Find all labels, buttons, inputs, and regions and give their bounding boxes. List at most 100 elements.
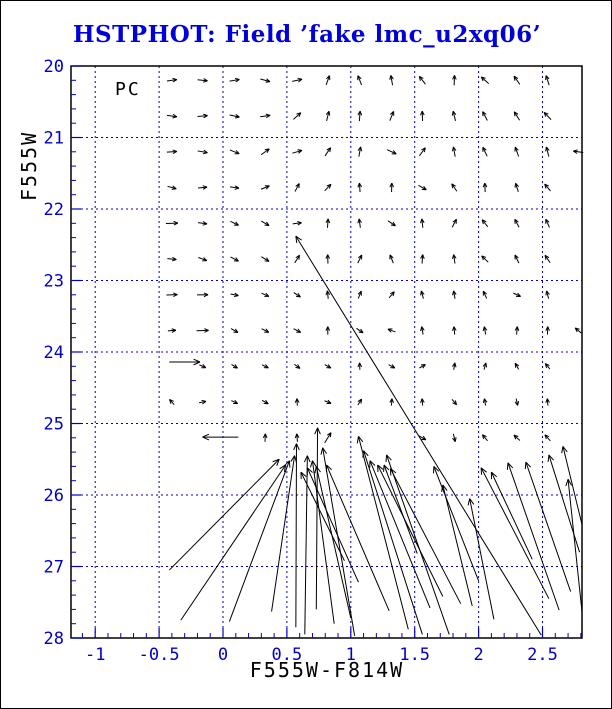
small-arrow-head [392, 150, 397, 155]
small-arrow-head [481, 219, 487, 223]
small-arrow-head [234, 399, 239, 404]
long-arrow-shaft [271, 455, 296, 612]
small-arrow-head [420, 398, 423, 403]
small-arrow-shaft [197, 115, 208, 117]
small-arrow-head [203, 115, 208, 119]
small-arrow-head [389, 182, 393, 188]
small-arrow-head [423, 185, 427, 191]
small-arrow-head [202, 364, 207, 369]
small-arrow-head [172, 151, 178, 155]
small-arrow-shaft [544, 434, 551, 442]
small-arrow-head [172, 113, 178, 118]
small-arrow-shaft [543, 112, 552, 120]
small-arrow-head [234, 116, 240, 119]
small-arrow-head [294, 398, 298, 403]
long-arrow-shaft [567, 479, 583, 614]
small-arrow-head [546, 290, 550, 295]
x-axis-label: F555W-F814W [249, 658, 405, 682]
long-arrow-head [315, 466, 321, 473]
small-arrow-head [421, 398, 425, 403]
long-arrow-head [296, 443, 300, 451]
small-arrow-head [297, 77, 303, 80]
small-arrow-shaft [513, 111, 521, 121]
small-arrow-head [172, 256, 177, 260]
long-arrow-head [567, 479, 572, 486]
long-arrow-head [314, 466, 317, 474]
small-arrow-head [357, 290, 362, 295]
small-arrow-head [202, 186, 208, 190]
small-arrow-shaft [420, 290, 424, 299]
small-arrow-head [357, 218, 360, 224]
small-arrow-shaft [544, 255, 551, 264]
small-arrow-head [544, 434, 550, 438]
x-tick-label: 2.5 [527, 645, 558, 665]
small-arrow-head [265, 328, 270, 333]
small-arrow-shaft [451, 219, 457, 228]
small-arrow-head [265, 185, 270, 190]
small-arrow-shaft [545, 218, 550, 228]
small-arrow-head [357, 398, 362, 403]
small-arrow-head [389, 398, 393, 403]
small-arrow-head [546, 398, 550, 403]
small-arrow-shaft [229, 114, 240, 118]
small-arrow-shaft [167, 329, 176, 332]
long-arrow-head [363, 450, 369, 457]
long-arrow-head [314, 427, 319, 435]
small-arrow-head [389, 111, 394, 115]
small-arrow-shaft [418, 76, 426, 85]
small-arrow-head [234, 77, 240, 80]
small-arrow-shaft [324, 432, 332, 444]
small-arrow-head [389, 75, 392, 80]
small-arrow-head [265, 364, 269, 369]
small-arrow-head [452, 218, 457, 223]
long-arrow-head [480, 467, 487, 473]
small-arrow-head [298, 255, 301, 260]
small-arrow-head [419, 75, 424, 79]
small-arrow-head [234, 187, 240, 190]
small-arrow-head [357, 110, 361, 116]
small-arrow-shaft [418, 435, 427, 441]
small-arrow-head [357, 75, 362, 80]
long-arrow-shaft [480, 467, 550, 599]
small-arrow-head [514, 326, 518, 331]
small-arrow-head [296, 433, 300, 438]
small-arrow-shaft [292, 78, 303, 82]
x-tick-label: 1.5 [399, 645, 430, 665]
small-arrow-head [325, 326, 329, 331]
small-arrow-head [172, 116, 177, 119]
long-arrow-shaft [442, 484, 473, 606]
small-arrow-shaft [326, 218, 329, 228]
long-arrow-shaft [507, 462, 560, 611]
small-arrow-head [266, 78, 271, 82]
small-arrow-head [359, 110, 363, 116]
small-arrow-head [543, 111, 549, 115]
small-arrow-shaft [296, 433, 298, 442]
small-arrow-head [264, 433, 268, 439]
small-arrow-head [421, 326, 425, 331]
small-arrow-head [326, 75, 330, 80]
small-arrow-head [297, 292, 301, 298]
small-arrow-head [202, 152, 208, 155]
small-arrow-head [545, 75, 550, 80]
small-arrow-shaft [388, 291, 395, 299]
small-arrow-head [203, 257, 208, 261]
long-arrow-shaft [357, 436, 409, 630]
small-arrow-shaft [166, 79, 177, 82]
small-arrow-head [452, 402, 457, 406]
small-arrow-head [482, 146, 487, 151]
small-arrow-head [544, 183, 549, 187]
small-arrow-head [454, 400, 458, 405]
small-arrow-head [391, 398, 394, 403]
small-arrow-shaft [516, 326, 518, 335]
small-arrow-shaft [294, 183, 300, 192]
long-arrow-head [276, 459, 280, 466]
small-arrow-shaft [481, 219, 489, 228]
small-arrow-head [514, 111, 519, 115]
x-tick-label: 0 [218, 645, 228, 665]
small-arrow-head [329, 147, 332, 153]
small-arrow-head [203, 113, 208, 117]
small-arrow-head [328, 184, 332, 189]
small-arrow-shaft [390, 75, 394, 86]
small-arrow-head [452, 75, 455, 80]
